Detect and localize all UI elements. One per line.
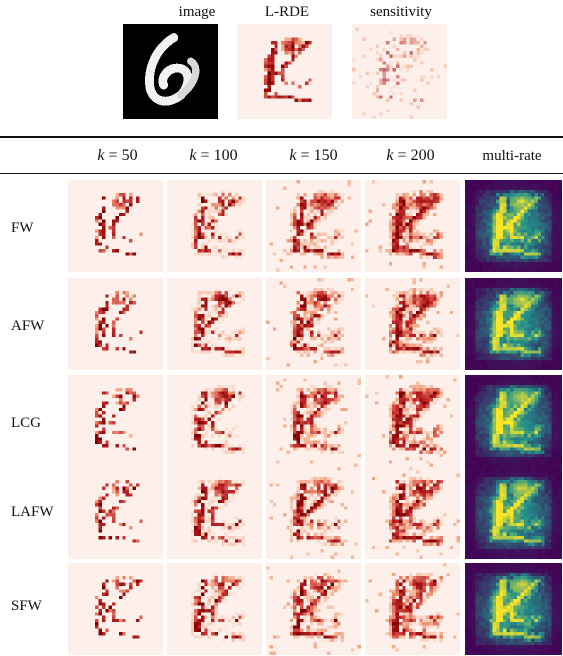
relevance-map: [365, 278, 460, 370]
column-header-multirate: multi-rate: [462, 146, 562, 166]
relevance-map: [167, 278, 262, 370]
top-label-image: image: [178, 4, 216, 20]
equals-sign: =: [296, 147, 314, 164]
k-symbol: k: [386, 147, 394, 164]
relevance-map: [266, 180, 361, 272]
relevance-map: [68, 467, 163, 559]
multirate-map: [465, 563, 562, 655]
k-symbol: k: [97, 147, 105, 164]
column-header-k50: k = 50: [70, 146, 165, 166]
column-header-k200: k = 200: [363, 146, 458, 166]
k-value: 50: [121, 147, 138, 164]
row-label-afw: AFW: [11, 318, 45, 334]
k-value: 150: [313, 147, 338, 164]
relevance-map: [167, 467, 262, 559]
relevance-map: [68, 278, 163, 370]
k-symbol: k: [289, 147, 297, 164]
relevance-map: [266, 467, 361, 559]
relevance-map: [266, 563, 361, 655]
relevance-map: [167, 375, 262, 467]
equals-sign: =: [393, 147, 411, 164]
relevance-map: [266, 278, 361, 370]
k-symbol: k: [189, 147, 197, 164]
relevance-map: [68, 375, 163, 467]
relevance-map: [167, 180, 262, 272]
equals-sign: =: [196, 147, 214, 164]
relevance-map: [68, 563, 163, 655]
top-rule: [0, 136, 563, 138]
relevance-map: [266, 375, 361, 467]
multirate-map: [465, 467, 562, 559]
row-label-fw: FW: [11, 220, 34, 236]
relevance-map: [68, 180, 163, 272]
k-value: 100: [213, 147, 238, 164]
multirate-label: multi-rate: [482, 148, 542, 164]
column-header-k100: k = 100: [166, 146, 261, 166]
header-rule: [0, 173, 563, 174]
top-label-sensitivity: sensitivity: [370, 4, 432, 20]
column-header-k150: k = 150: [266, 146, 361, 166]
relevance-map: [365, 375, 460, 467]
multirate-map: [465, 278, 562, 370]
row-label-lafw: LAFW: [11, 504, 54, 520]
lrde-heatmap: [237, 24, 332, 119]
equals-sign: =: [104, 147, 122, 164]
k-value: 200: [410, 147, 435, 164]
row-label-lcg: LCG: [11, 415, 41, 431]
relevance-map: [365, 180, 460, 272]
relevance-map: [167, 563, 262, 655]
input-digit-image: [123, 24, 218, 119]
top-label-lrde: L-RDE: [264, 4, 310, 20]
multirate-map: [465, 375, 562, 467]
multirate-map: [465, 180, 562, 272]
relevance-map: [365, 467, 460, 559]
sensitivity-heatmap: [352, 24, 447, 119]
relevance-map: [365, 563, 460, 655]
row-label-sfw: SFW: [11, 598, 42, 614]
